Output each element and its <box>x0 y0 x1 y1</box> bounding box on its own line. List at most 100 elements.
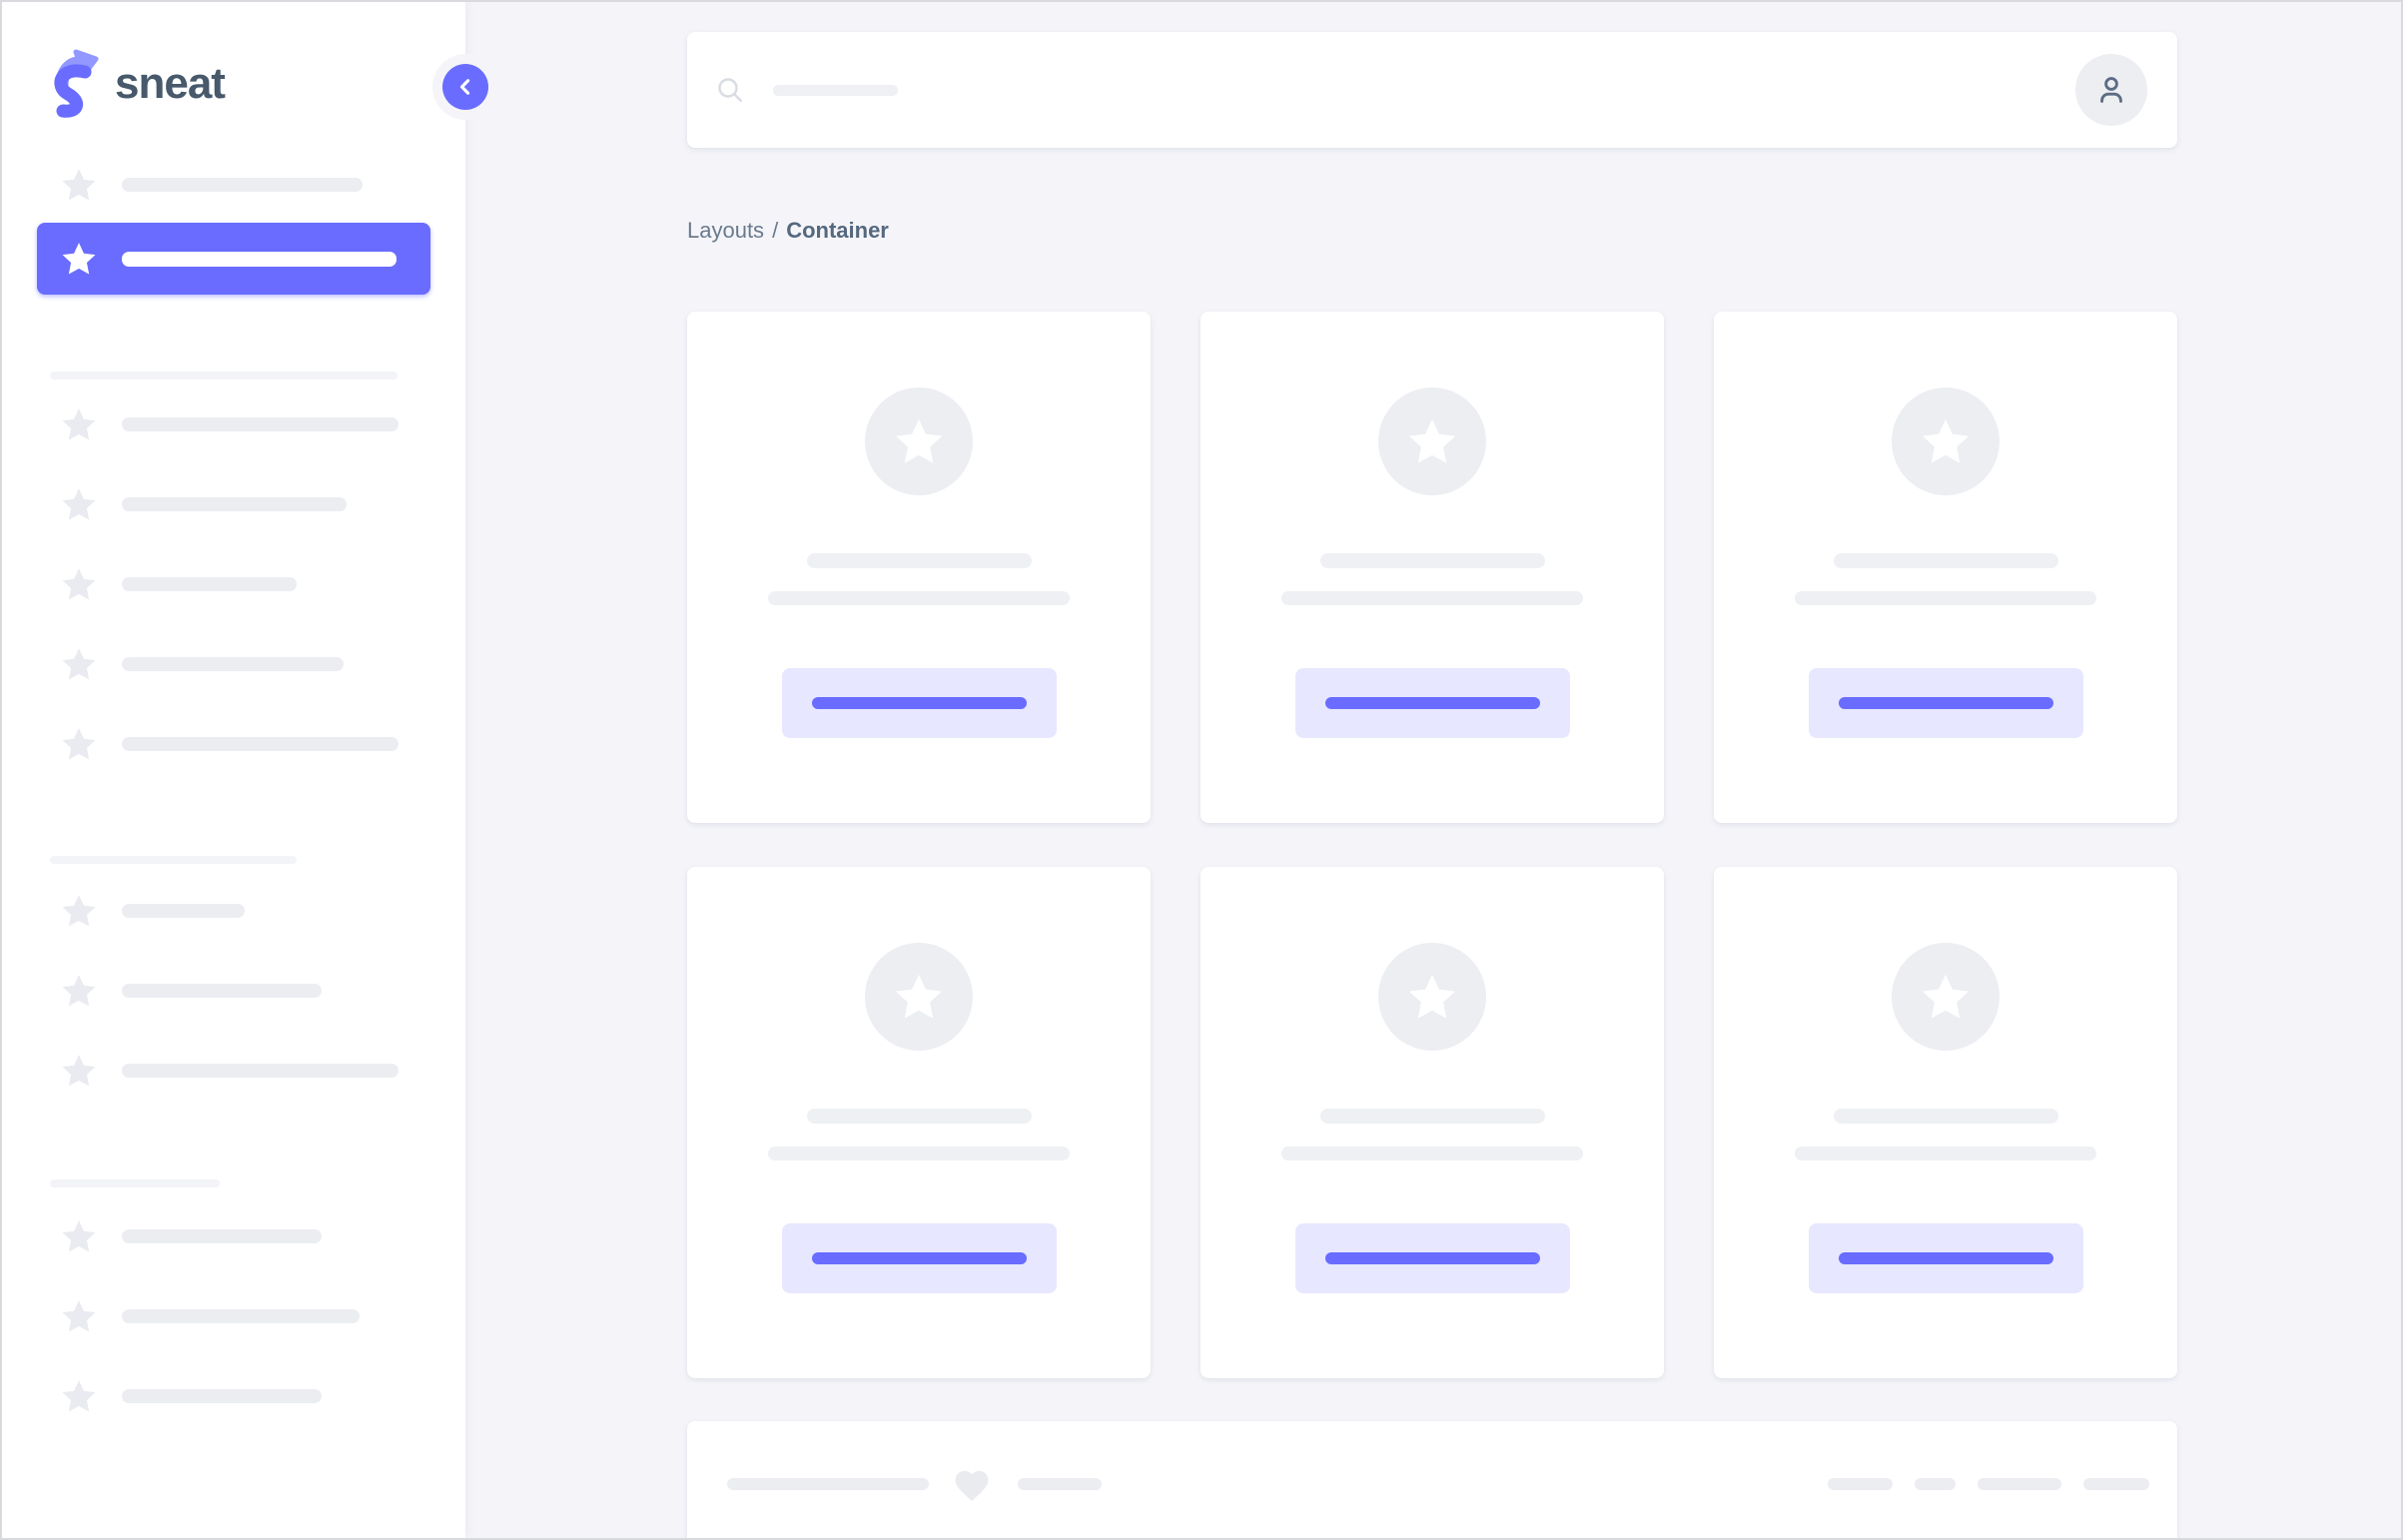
sidebar-item[interactable] <box>2 636 465 692</box>
search-input-placeholder-skeleton[interactable] <box>773 84 898 96</box>
sidebar-item-label-skeleton <box>122 577 297 591</box>
user-avatar-button[interactable] <box>2075 54 2147 126</box>
content-card <box>1714 867 2177 1378</box>
star-icon <box>62 568 96 600</box>
card-action-button[interactable] <box>781 668 1057 738</box>
sidebar-group <box>2 372 465 772</box>
sidebar-item[interactable] <box>2 476 465 532</box>
sidebar-item[interactable] <box>2 1208 465 1264</box>
card-avatar-circle <box>1892 387 2000 495</box>
sidebar-item[interactable] <box>2 556 465 612</box>
sidebar-item-label-skeleton <box>122 984 322 998</box>
sidebar-section-divider <box>50 372 398 380</box>
card-button-label-skeleton <box>811 1252 1027 1264</box>
content-card <box>1201 312 1664 823</box>
star-icon <box>62 648 96 680</box>
sidebar-item[interactable] <box>2 716 465 772</box>
card-subtitle-skeleton <box>768 591 1070 605</box>
pagination-bar-skeleton <box>2083 1478 2149 1490</box>
card-action-button[interactable] <box>781 1223 1057 1293</box>
star-icon <box>62 169 96 201</box>
sidebar-item[interactable] <box>2 1043 465 1099</box>
heart-icon[interactable] <box>952 1466 992 1502</box>
topbar <box>687 32 2177 148</box>
breadcrumb-separator: / <box>772 218 779 243</box>
sidebar-item-label-skeleton <box>122 497 347 511</box>
card-action-button[interactable] <box>1808 1223 2083 1293</box>
star-icon <box>62 488 96 520</box>
card-action-button[interactable] <box>1294 668 1570 738</box>
star-icon <box>1408 974 1456 1019</box>
breadcrumb-current: Container <box>786 218 889 243</box>
user-icon <box>2100 77 2122 103</box>
star-icon <box>62 1300 96 1332</box>
star-icon <box>1922 418 1970 463</box>
card-subtitle-skeleton <box>1795 591 2096 605</box>
sidebar-menu-groups <box>2 372 465 1424</box>
bottom-pagination-skeleton <box>1828 1478 2149 1490</box>
card-button-label-skeleton <box>811 697 1027 709</box>
bottom-title-skeleton <box>727 1478 929 1490</box>
card-grid <box>687 312 2177 1378</box>
card-avatar-circle <box>1378 943 1486 1051</box>
star-icon <box>62 1220 96 1252</box>
sidebar-group <box>2 1179 465 1424</box>
card-action-button[interactable] <box>1808 668 2083 738</box>
bottom-card-row <box>727 1467 2149 1501</box>
star-icon <box>895 418 943 463</box>
card-button-label-skeleton <box>1838 697 2053 709</box>
sidebar-item[interactable] <box>2 1288 465 1344</box>
sidebar-item-label-skeleton <box>122 904 245 918</box>
sidebar-item-label-skeleton <box>122 657 344 671</box>
app-title: sneat <box>115 59 226 108</box>
search-icon <box>718 78 742 102</box>
sidebar-item-label-skeleton <box>122 737 399 751</box>
card-avatar-circle <box>865 387 973 495</box>
sidebar-menu <box>2 157 465 1424</box>
sidebar-item[interactable] <box>2 157 465 213</box>
sidebar-item[interactable] <box>2 396 465 452</box>
star-icon <box>1408 418 1456 463</box>
card-title-skeleton <box>806 553 1032 568</box>
bottom-card <box>687 1421 2177 1538</box>
content-card <box>1201 867 1664 1378</box>
sidebar-collapse-button[interactable] <box>442 64 488 110</box>
main-content: Layouts / Container <box>465 2 2401 1538</box>
card-subtitle-skeleton <box>1281 1147 1583 1160</box>
card-action-button[interactable] <box>1294 1223 1570 1293</box>
sidebar-item-label-skeleton <box>122 178 363 192</box>
card-button-label-skeleton <box>1324 1252 1540 1264</box>
sidebar-item[interactable] <box>2 963 465 1019</box>
sidebar-group <box>2 856 465 1099</box>
content-card <box>687 312 1151 823</box>
card-title-skeleton <box>1833 1109 2058 1124</box>
star-icon <box>62 895 96 927</box>
star-icon <box>1922 974 1970 1019</box>
content-card <box>687 867 1151 1378</box>
chevron-left-icon <box>459 79 470 95</box>
card-subtitle-skeleton <box>1281 591 1583 605</box>
star-icon <box>62 728 96 760</box>
sidebar-section-divider <box>50 1179 220 1187</box>
logo-mark <box>54 49 99 118</box>
star-icon <box>62 1380 96 1412</box>
sidebar-item-label-skeleton <box>122 417 399 431</box>
star-icon <box>62 975 96 1007</box>
content-card <box>1714 312 2177 823</box>
sidebar: sneat <box>2 2 488 1538</box>
sidebar-item-label-skeleton <box>122 1309 360 1323</box>
logo[interactable]: sneat <box>2 2 465 122</box>
sidebar-item-label-skeleton <box>122 1064 399 1078</box>
sidebar-item[interactable] <box>2 883 465 939</box>
star-icon <box>895 974 943 1019</box>
sidebar-item-active[interactable] <box>37 223 430 295</box>
card-title-skeleton <box>806 1109 1032 1124</box>
card-subtitle-skeleton <box>768 1147 1070 1160</box>
card-avatar-circle <box>1892 943 2000 1051</box>
star-icon <box>62 1055 96 1087</box>
breadcrumb-parent-link[interactable]: Layouts <box>687 218 765 243</box>
card-subtitle-skeleton <box>1795 1147 2096 1160</box>
pagination-bar-skeleton <box>1828 1478 1893 1490</box>
sidebar-item[interactable] <box>2 1368 465 1424</box>
